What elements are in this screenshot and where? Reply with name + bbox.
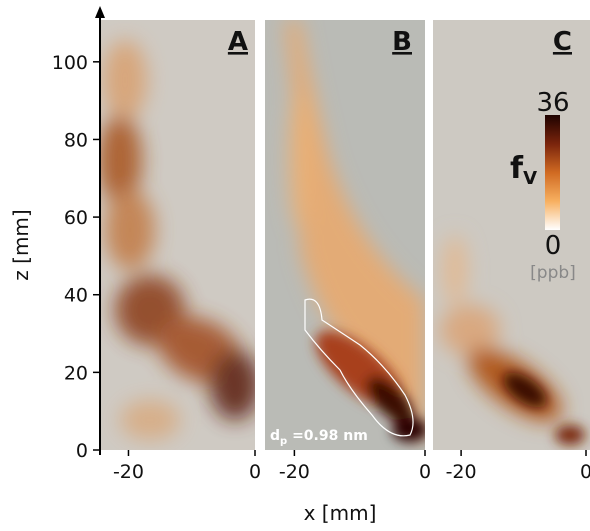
- x-tick-label: 0: [249, 461, 261, 483]
- colorbar-symbol: fV: [510, 151, 537, 189]
- colorbar-tick-label: 0: [545, 231, 562, 261]
- y-tick-label: 80: [64, 129, 88, 151]
- annotation-symbol: d: [270, 428, 280, 444]
- x-tick-label: 0: [419, 461, 431, 483]
- colorbar-symbol-f: f: [510, 151, 524, 186]
- panel-image-a: [100, 20, 255, 450]
- colorbar-unit: [ppb]: [530, 263, 576, 283]
- y-tick-label: 100: [52, 52, 88, 74]
- y-tick-label: 20: [64, 362, 88, 384]
- x-tick-label: -20: [113, 461, 144, 483]
- y-axis-label: z [mm]: [9, 209, 33, 280]
- y-tick-label: 40: [64, 285, 88, 307]
- panel-label: A: [228, 27, 248, 57]
- colorbar: [545, 115, 560, 230]
- annotation-sub: p: [280, 436, 287, 447]
- annotation: dp =0.98 nm: [270, 428, 368, 447]
- panel-label: B: [392, 27, 412, 57]
- x-axis-label: x [mm]: [304, 501, 377, 525]
- y-tick-label: 60: [64, 207, 88, 229]
- x-tick-label: 0: [580, 461, 590, 483]
- colorbar-symbol-sub: V: [523, 168, 537, 189]
- colorbar-tick-label: 36: [536, 88, 569, 118]
- panel-image-c: [433, 20, 590, 450]
- x-tick-label: -20: [446, 461, 477, 483]
- panel-image-b: [265, 20, 425, 450]
- y-tick-label: 0: [76, 440, 88, 462]
- annotation-text: =0.98 nm: [287, 428, 368, 444]
- panel-label: C: [553, 27, 572, 57]
- axis-arrow: [95, 6, 105, 18]
- x-tick-label: -20: [279, 461, 310, 483]
